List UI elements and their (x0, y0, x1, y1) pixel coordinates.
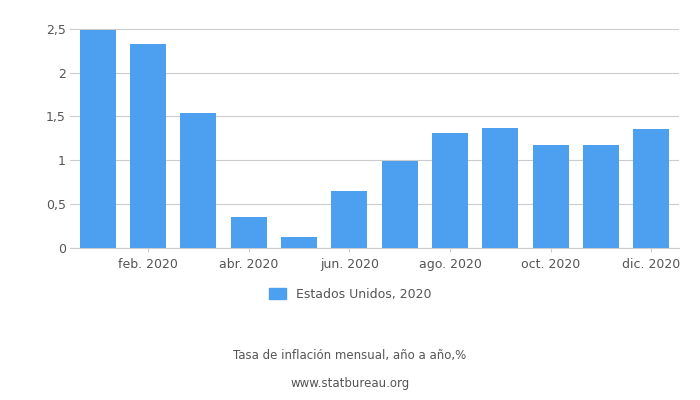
Bar (180, 113, 216, 248)
Bar (281, 238, 317, 248)
Bar (432, 133, 468, 248)
Bar (482, 128, 519, 248)
Bar (583, 146, 619, 248)
Text: Tasa de inflación mensual, año a año,%: Tasa de inflación mensual, año a año,% (233, 350, 467, 362)
Bar (382, 161, 418, 248)
Bar (130, 44, 166, 248)
Bar (533, 144, 569, 248)
Bar (80, 30, 116, 248)
Bar (230, 217, 267, 248)
Legend: Estados Unidos, 2020: Estados Unidos, 2020 (263, 283, 437, 306)
Bar (634, 129, 669, 248)
Bar (331, 191, 368, 248)
Text: www.statbureau.org: www.statbureau.org (290, 378, 410, 390)
